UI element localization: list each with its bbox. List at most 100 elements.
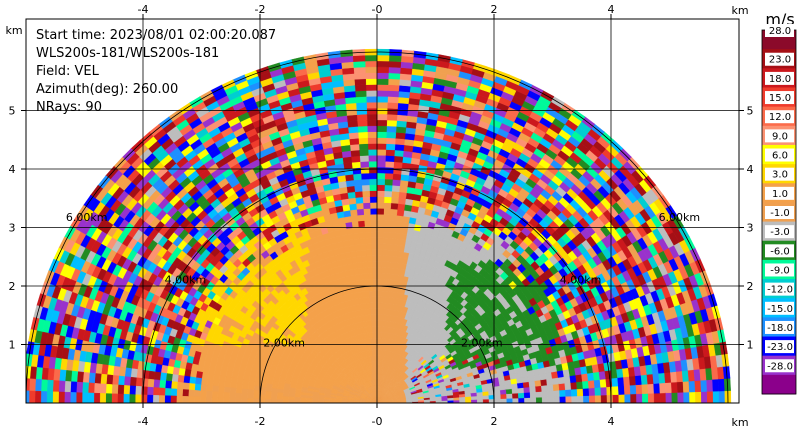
velocity-cell — [694, 379, 702, 393]
velocity-cell — [664, 371, 672, 384]
velocity-cell — [387, 243, 394, 251]
velocity-cell — [176, 388, 184, 397]
velocity-cell — [396, 203, 406, 211]
velocity-cell — [381, 261, 388, 268]
velocity-cell — [389, 202, 399, 210]
velocity-cell — [559, 395, 567, 403]
velocity-cell — [94, 373, 102, 385]
velocity-cell — [366, 255, 373, 263]
velocity-cell — [353, 185, 363, 193]
velocity-cell — [606, 385, 614, 396]
velocity-cell — [565, 388, 572, 397]
velocity-cell — [306, 400, 313, 403]
velocity-cell — [356, 119, 368, 127]
velocity-cell — [535, 390, 543, 398]
velocity-cell — [371, 272, 378, 280]
velocity-cell — [76, 381, 84, 394]
velocity-cell — [99, 383, 107, 395]
velocity-cell — [623, 375, 631, 386]
velocity-cell — [188, 376, 197, 385]
velocity-cell — [117, 384, 125, 395]
velocity-cell — [76, 371, 84, 384]
velocity-cell — [176, 381, 184, 391]
velocity-cell — [392, 167, 402, 175]
velocity-cell — [158, 395, 166, 403]
velocity-cell — [376, 243, 383, 250]
velocity-cell — [390, 196, 399, 204]
velocity-cell — [623, 384, 631, 395]
velocity-cell — [223, 386, 231, 394]
velocity-cell — [385, 131, 397, 139]
velocity-cell — [193, 396, 201, 403]
velocity-cell — [199, 390, 207, 398]
velocity-cell — [593, 378, 601, 389]
velocity-cell — [370, 231, 378, 239]
velocity-cell — [500, 397, 508, 403]
velocity-cell — [541, 396, 549, 403]
velocity-cell — [385, 125, 397, 133]
velocity-cell — [188, 396, 195, 403]
velocity-cell — [553, 389, 560, 398]
velocity-cell — [366, 119, 378, 127]
velocity-cell — [494, 398, 502, 403]
velocity-cell — [111, 393, 118, 403]
velocity-cell — [100, 373, 108, 385]
velocity-cell — [393, 143, 405, 151]
velocity-cell — [199, 396, 207, 403]
velocity-cell — [93, 382, 101, 395]
velocity-cell — [368, 166, 378, 174]
velocity-cell — [376, 213, 384, 221]
velocity-cell — [390, 190, 400, 198]
velocity-cell — [367, 155, 378, 162]
velocity-cell — [52, 380, 60, 393]
velocity-cell — [653, 382, 661, 394]
velocity-cell — [376, 160, 386, 168]
velocity-cell — [382, 225, 390, 233]
velocity-cell — [606, 394, 614, 403]
velocity-cell — [357, 137, 369, 145]
velocity-cell — [369, 208, 378, 215]
velocity-cell — [382, 231, 390, 239]
velocity-cell — [376, 255, 383, 262]
velocity-cell — [695, 390, 702, 403]
velocity-cell — [386, 90, 400, 98]
velocity-cell — [376, 131, 387, 138]
velocity-cell — [229, 397, 236, 403]
velocity-cell — [182, 382, 190, 391]
velocity-cell — [370, 237, 378, 245]
velocity-cell — [317, 400, 325, 403]
velocity-cell — [383, 190, 393, 198]
velocity-cell — [217, 386, 225, 393]
velocity-cell — [565, 395, 572, 403]
velocity-cell — [205, 396, 213, 403]
velocity-cell — [276, 395, 284, 401]
velocity-cell — [182, 395, 189, 403]
velocity-cell — [647, 382, 655, 394]
velocity-cell — [76, 392, 83, 403]
velocity-cell — [636, 392, 643, 403]
velocity-cell — [364, 78, 378, 85]
velocity-cell — [135, 385, 142, 396]
velocity-cell — [512, 397, 519, 403]
velocity-cell — [164, 380, 172, 390]
velocity-cell — [376, 261, 383, 268]
velocity-cell — [387, 78, 400, 86]
velocity-cell — [70, 370, 79, 383]
velocity-cell — [87, 382, 95, 394]
velocity-cell — [372, 296, 378, 304]
velocity-cell — [588, 387, 596, 396]
velocity-cell — [676, 380, 684, 393]
velocity-cell — [546, 383, 554, 392]
velocity-cell — [559, 389, 566, 397]
velocity-cell — [385, 261, 393, 269]
velocity-cell — [235, 392, 242, 399]
velocity-cell — [362, 208, 371, 215]
velocity-cell — [386, 96, 399, 104]
velocity-cell — [117, 393, 124, 403]
velocity-cell — [361, 190, 371, 198]
velocity-cell — [111, 384, 119, 395]
velocity-cell — [653, 392, 661, 403]
velocity-cell — [362, 202, 371, 210]
velocity-cell — [594, 386, 602, 396]
velocity-cell — [194, 383, 202, 392]
